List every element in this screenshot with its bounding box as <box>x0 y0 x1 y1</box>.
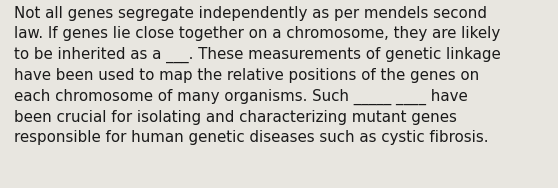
Text: Not all genes segregate independently as per mendels second
law. If genes lie cl: Not all genes segregate independently as… <box>14 6 501 146</box>
